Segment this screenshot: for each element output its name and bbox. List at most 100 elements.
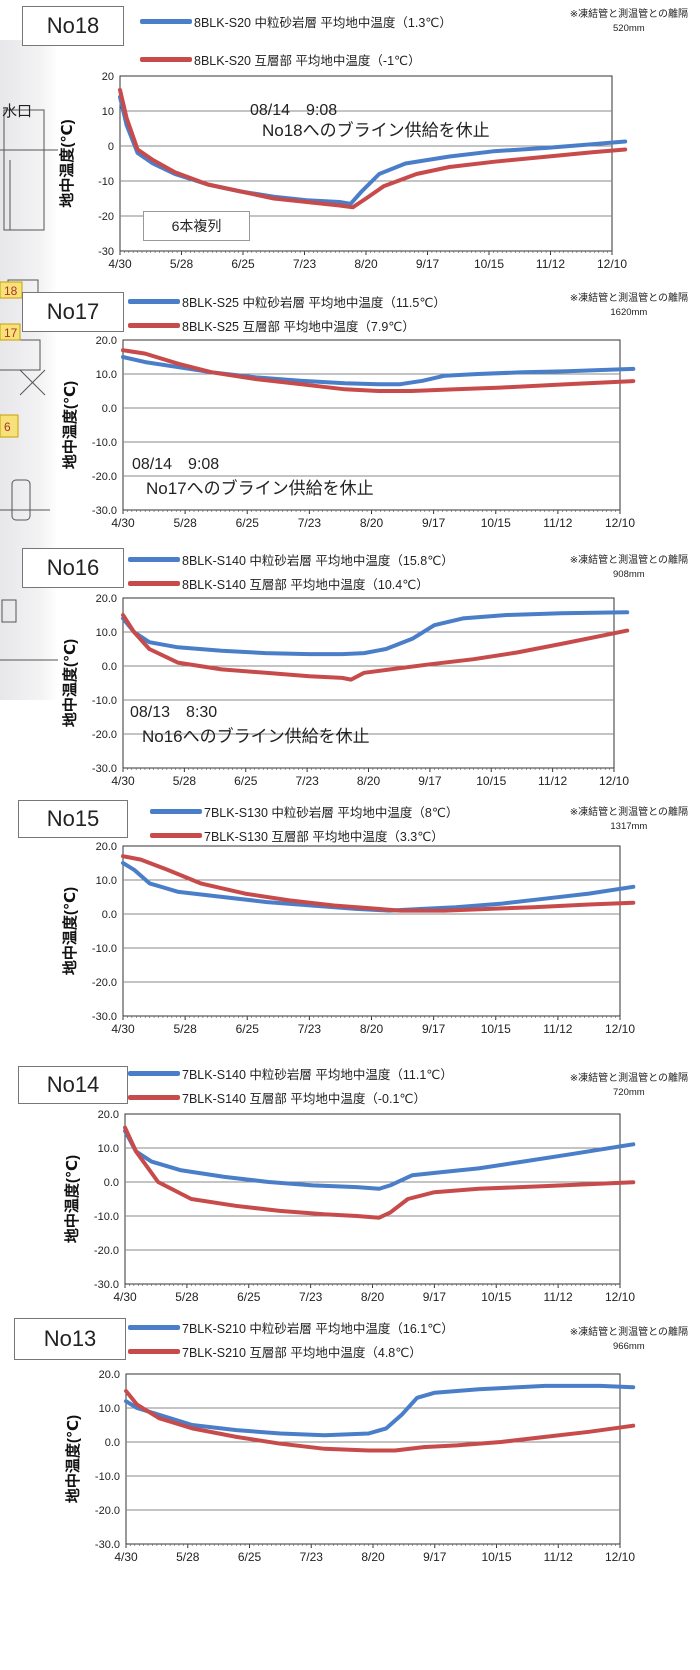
legend-swatch-blue [128, 557, 180, 562]
chart-panel-no14: No14 7BLK-S140 中粒砂岩層 平均地中温度（11.1℃） 7BLK-… [0, 1060, 700, 1310]
y-tick-label: 20.0 [96, 593, 117, 605]
note-text: ※凍結管と測温管との離隔 [569, 555, 688, 566]
annotation-box: 6本複列 [143, 211, 250, 241]
legend-series-1: 7BLK-S140 中粒砂岩層 平均地中温度（11.1℃） [128, 1064, 453, 1083]
y-tick-label: 0.0 [102, 661, 117, 673]
x-tick-label: 6/25 [231, 257, 255, 271]
y-tick-label: -10 [98, 176, 114, 188]
x-tick-label: 12/10 [597, 257, 627, 271]
note-text: ※凍結管と測温管との離隔 [569, 9, 688, 20]
y-tick-label: -10.0 [92, 695, 117, 707]
legend-series-2: 8BLK-S140 互層部 平均地中温度（10.4℃） [128, 574, 429, 593]
panel-label-box: No17 [22, 292, 124, 332]
distance-value: 966mm [613, 1341, 645, 1352]
chart-plot: 20.0 10.0 0.0 -10.0 -20.0 -30.04/30 5/28 6/25 7/… [61, 841, 635, 1036]
series-line-blue [121, 610, 630, 657]
x-tick-label: 5/28 [173, 774, 197, 788]
y-axis-title: 地中温度(℃) [63, 1155, 81, 1243]
y-tick-label: -10.0 [92, 943, 117, 955]
x-tick-label: 7/23 [293, 257, 317, 271]
x-tick-label: 5/28 [175, 1290, 199, 1304]
x-tick-label: 7/23 [298, 516, 322, 530]
y-tick-label: -20 [98, 211, 114, 223]
y-tick-label: -30 [98, 246, 114, 258]
x-tick-label: 7/23 [295, 774, 319, 788]
x-tick-label: 10/15 [481, 1290, 511, 1304]
distance-note: ※凍結管と測温管との離隔 966mm [570, 1326, 688, 1354]
legend-label: 8BLK-S25 互層部 平均地中温度（7.9℃） [182, 320, 415, 334]
x-tick-label: 9/17 [422, 1022, 446, 1036]
x-tick-label: 11/12 [543, 516, 572, 530]
y-tick-label: -10.0 [95, 1471, 120, 1483]
x-tick-label: 9/17 [416, 257, 440, 271]
y-tick-label: 10.0 [99, 1403, 120, 1415]
legend-swatch-blue [150, 809, 202, 814]
y-tick-label: -20.0 [92, 729, 117, 741]
legend-swatch-blue [140, 19, 192, 24]
y-tick-label: -10.0 [94, 1211, 119, 1223]
legend-swatch-red [128, 323, 180, 328]
x-tick-label: 5/28 [173, 1022, 197, 1036]
x-tick-label: 8/20 [357, 774, 381, 788]
series-line-blue [121, 355, 636, 387]
y-tick-label: 0.0 [102, 909, 117, 921]
panel-label: No17 [46, 299, 100, 324]
legend-swatch-red [128, 1349, 180, 1354]
legend-label: 8BLK-S20 互層部 平均地中温度（-1℃） [194, 54, 421, 68]
y-tick-label: 20.0 [96, 335, 117, 347]
plot-area [124, 1113, 621, 1285]
map-label-18: 18 [4, 284, 18, 298]
distance-value: 908mm [613, 569, 645, 580]
legend-label: 8BLK-S20 中粒砂岩層 平均地中温度（1.3℃） [194, 16, 452, 30]
series-line-red [121, 348, 636, 393]
y-tick-label: 20.0 [96, 841, 117, 853]
y-tick-label: 0.0 [104, 1177, 119, 1189]
x-tick-label: 11/12 [536, 257, 565, 271]
annotation-event: No17へのブライン供給を休止 [146, 479, 374, 498]
x-tick-label: 11/12 [544, 1290, 573, 1304]
series-line-red [121, 613, 630, 682]
note-text: ※凍結管と測温管との離隔 [569, 807, 688, 818]
chart-plot: 20.0 10.0 0.0 -10.0 -20.0 -30.04/30 5/28 6/25 7/… [63, 1109, 636, 1304]
legend-swatch-red [128, 1095, 180, 1100]
site-plan-strip: 水口 18 17 6 [0, 40, 58, 700]
distance-value: 1620mm [610, 307, 648, 318]
legend-label: 7BLK-S140 中粒砂岩層 平均地中温度（11.1℃） [182, 1068, 453, 1082]
x-tick-label: 9/17 [423, 1550, 447, 1564]
y-axis-title: 地中温度(℃) [61, 887, 79, 975]
site-plan-drawing: 水口 18 17 6 [0, 103, 58, 661]
panel-label: No18 [46, 13, 100, 38]
y-tick-label: 10 [102, 106, 114, 118]
distance-value: 720mm [613, 1087, 645, 1098]
series-line-blue [118, 95, 628, 206]
chart-plot: 20 10 0 -10 -20 -304/30 5/28 6/25 7/23 8/20 9/17 10… [58, 71, 628, 271]
map-label-water-outlet: 水口 [2, 103, 32, 120]
x-tick-label: 5/28 [173, 516, 197, 530]
series-line-blue [124, 1383, 636, 1438]
y-axis-title: 地中温度(℃) [58, 119, 76, 207]
x-tick-label: 4/30 [113, 1290, 137, 1304]
chart-panel-no17: No17 8BLK-S25 中粒砂岩層 平均地中温度（11.5℃） 8BLK-S… [0, 284, 700, 540]
x-tick-label: 4/30 [114, 1550, 138, 1564]
chart-panel-no15: No15 7BLK-S130 中粒砂岩層 平均地中温度（8℃） 7BLK-S13… [0, 800, 700, 1050]
legend-swatch-blue [128, 1071, 180, 1076]
series-line-red [123, 1125, 636, 1220]
x-tick-label: 6/25 [238, 1550, 262, 1564]
legend-series-2: 8BLK-S25 互層部 平均地中温度（7.9℃） [128, 316, 415, 335]
x-tick-label: 4/30 [108, 257, 132, 271]
x-tick-label: 6/25 [236, 516, 260, 530]
chart-plot: 20.0 10.0 0.0 -10.0 -20.0 -30.04/30 5/28 6/25 7/… [64, 1369, 636, 1564]
x-tick-label: 10/15 [474, 257, 504, 271]
panel-label: No15 [46, 806, 100, 831]
annotation-event: No18へのブライン供給を休止 [262, 121, 490, 140]
map-label-6: 6 [4, 420, 11, 434]
x-tick-label: 8/20 [360, 1022, 384, 1036]
y-tick-label: -20.0 [95, 1505, 120, 1517]
distance-note: ※凍結管と測温管との離隔 1317mm [570, 806, 688, 834]
y-tick-label: -20.0 [92, 977, 117, 989]
legend-label: 8BLK-S25 中粒砂岩層 平均地中温度（11.5℃） [182, 296, 446, 310]
x-tick-label: 11/12 [538, 774, 567, 788]
legend-series-1: 8BLK-S25 中粒砂岩層 平均地中温度（11.5℃） [128, 292, 446, 311]
y-tick-label: 10.0 [98, 1143, 119, 1155]
legend-label: 7BLK-S130 互層部 平均地中温度（3.3℃） [204, 830, 444, 844]
